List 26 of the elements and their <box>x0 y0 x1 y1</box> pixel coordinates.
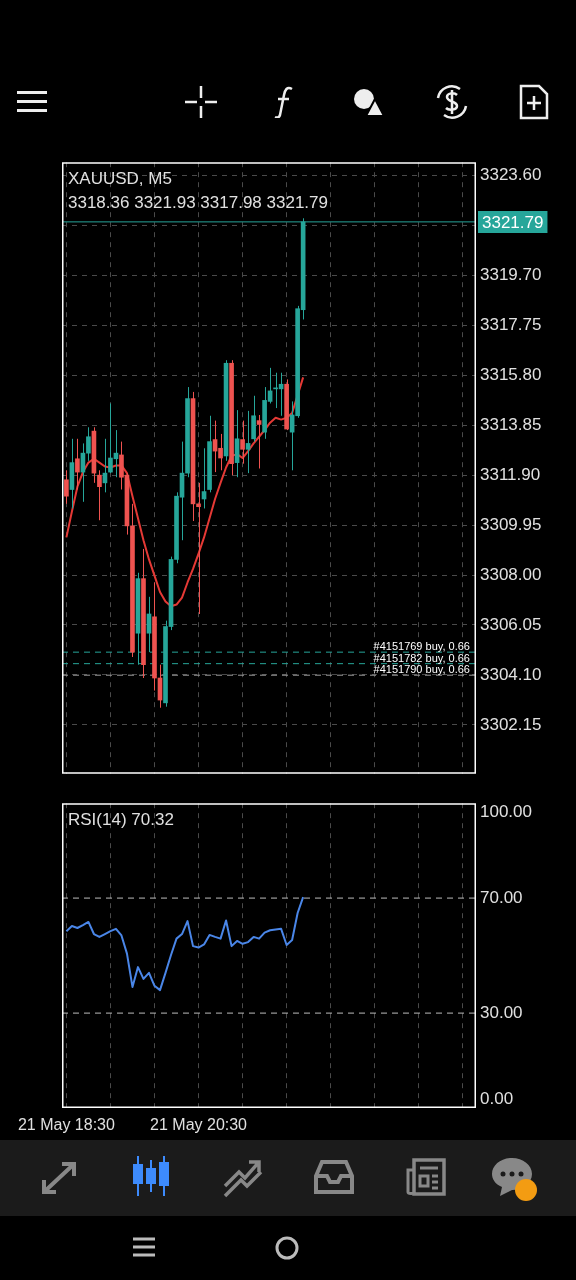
y-tick-label: 3311.90 <box>480 464 541 484</box>
ref-line-label: #4151769 buy, 0.66 <box>373 640 470 653</box>
y-tick-label: 3306.05 <box>480 614 542 634</box>
ref-line-label: #4151790 buy, 0.66 <box>373 663 470 676</box>
y-tick-label: 3315.80 <box>480 364 542 384</box>
y-tick-label: 3308.00 <box>480 564 542 584</box>
candlestick <box>64 469 69 505</box>
chart-title: RSI(14) 70.32 <box>68 810 174 830</box>
text: 3318.36 3321.93 3317.98 3321.79 <box>68 193 328 213</box>
candlestick <box>240 420 245 465</box>
x-tick-label: 21 May 18:30 <box>17 1116 115 1134</box>
y-tick-label: 100.00 <box>480 801 532 821</box>
x-tick-label: 21 May 20:30 <box>150 1116 248 1134</box>
chart-title: XAUUSD, M5 <box>68 169 172 189</box>
y-tick-label: 3313.85 <box>480 414 542 434</box>
y-tick-label: 3317.75 <box>480 315 542 335</box>
ref-line-label: 3321.79 <box>482 212 544 232</box>
y-tick-label: 3323.60 <box>480 165 542 185</box>
y-tick-label: 3304.10 <box>480 664 542 684</box>
y-tick-label: 3302.15 <box>480 714 542 734</box>
y-tick-label: 30.00 <box>480 1002 523 1022</box>
y-tick-label: 0.00 <box>480 1089 514 1109</box>
y-tick-label: 3309.95 <box>480 514 542 534</box>
ref-line-label: #4151782 buy, 0.66 <box>373 651 470 664</box>
y-tick-label: 3319.70 <box>480 265 542 285</box>
y-tick-label: 70.00 <box>480 887 523 907</box>
